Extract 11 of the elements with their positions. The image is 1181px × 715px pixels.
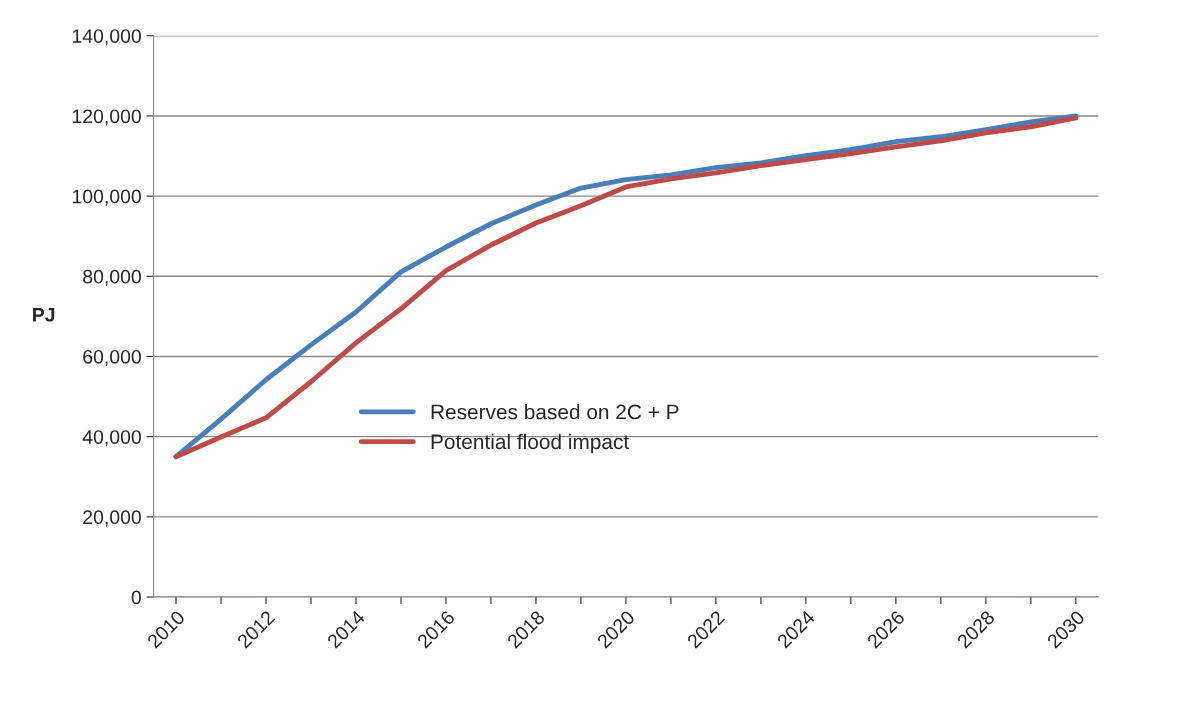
y-tick-label: 20,000: [83, 510, 141, 527]
legend-label: Reserves based on 2C + P: [431, 404, 679, 420]
y-tick-label: 120,000: [72, 109, 141, 126]
y-tick-label: 80,000: [83, 269, 141, 286]
y-tick-label: 140,000: [72, 29, 141, 46]
legend-label: Potential flood impact: [431, 433, 630, 454]
y-tick-label: 60,000: [83, 349, 141, 367]
y-tick-label: 0: [131, 590, 141, 605]
y-tick-label: 40,000: [82, 430, 141, 447]
y-tick-label: 100,000: [72, 189, 141, 206]
y-axis-title: PJ: [33, 308, 55, 322]
